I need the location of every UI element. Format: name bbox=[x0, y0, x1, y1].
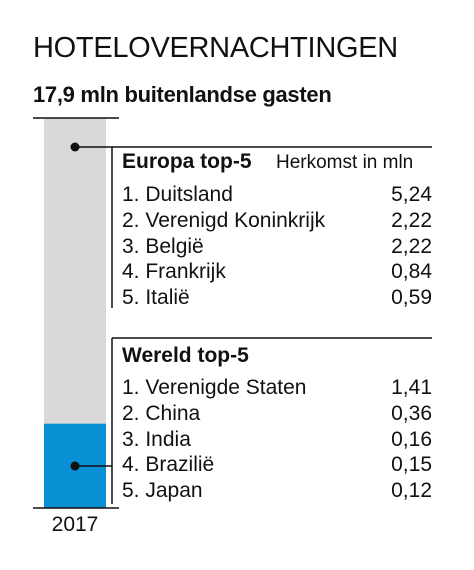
europe-list: 1. Duitsland 5,24 2. Verenigd Koninkrijk… bbox=[122, 182, 432, 311]
row-label: 4. Brazilië bbox=[122, 453, 215, 477]
row-value: 5,24 bbox=[391, 183, 432, 206]
chart-subtitle: 17,9 mln buitenlandse gasten bbox=[33, 82, 332, 107]
row-label: 5. Italië bbox=[122, 286, 190, 310]
row-label: 1. Verenigde Staten bbox=[122, 376, 307, 399]
list-item: 1. Verenigde Staten 1,41 bbox=[122, 375, 432, 401]
row-label: 2. Verenigd Koninkrijk bbox=[122, 208, 326, 232]
world-list: 1. Verenigde Staten 1,41 2. China 0,36 3… bbox=[122, 375, 432, 504]
row-value: 0,15 bbox=[391, 453, 432, 477]
row-value: 2,22 bbox=[391, 234, 432, 258]
row-value: 0,36 bbox=[391, 401, 432, 425]
row-label: 5. Japan bbox=[122, 479, 203, 503]
leader-dot-world bbox=[70, 461, 80, 471]
list-item: 5. Italië 0,59 bbox=[122, 285, 432, 311]
chart-title: HOTELOVERNACHTINGEN bbox=[33, 32, 398, 64]
unit-label: Herkomst in mln bbox=[276, 152, 414, 173]
row-value: 2,22 bbox=[391, 208, 432, 232]
row-value: 0,12 bbox=[391, 479, 432, 503]
leader-dot-europe bbox=[70, 142, 80, 152]
row-label: 4. Frankrijk bbox=[122, 260, 226, 284]
list-item: 2. Verenigd Koninkrijk 2,22 bbox=[122, 208, 432, 234]
list-item: 1. Duitsland 5,24 bbox=[122, 182, 432, 208]
row-label: 3. India bbox=[122, 427, 191, 451]
europe-heading: Europa top-5 bbox=[122, 150, 252, 173]
row-value: 0,16 bbox=[391, 427, 432, 451]
x-tick-label: 2017 bbox=[51, 513, 99, 536]
row-label: 2. China bbox=[122, 401, 201, 425]
row-label: 1. Duitsland bbox=[122, 183, 233, 206]
row-value: 0,59 bbox=[391, 286, 432, 310]
list-item: 3. India 0,16 bbox=[122, 427, 432, 453]
row-label: 3. België bbox=[122, 234, 204, 258]
world-heading: Wereld top-5 bbox=[122, 344, 249, 367]
list-item: 4. Frankrijk 0,84 bbox=[122, 259, 432, 285]
list-item: 5. Japan 0,12 bbox=[122, 478, 432, 504]
row-value: 0,84 bbox=[391, 260, 432, 284]
list-item: 2. China 0,36 bbox=[122, 401, 432, 427]
list-item: 4. Brazilië 0,15 bbox=[122, 452, 432, 478]
list-item: 3. België 2,22 bbox=[122, 234, 432, 260]
row-value: 1,41 bbox=[391, 376, 432, 399]
